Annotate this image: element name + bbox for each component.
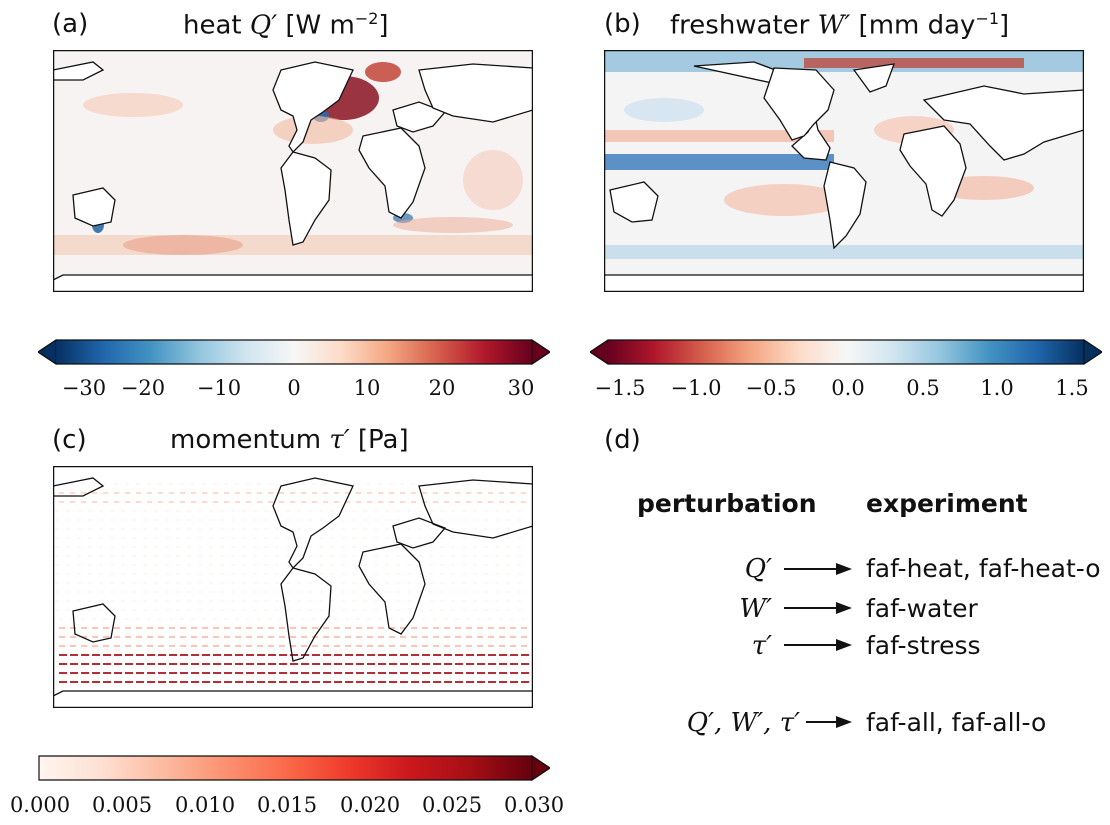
colorbar-heat-tick-5: 10 <box>353 376 381 400</box>
perturbation-stress: τ′ <box>751 631 772 661</box>
map-momentum-flux <box>53 466 533 708</box>
map-heat-flux <box>53 50 533 292</box>
panel-c-letter: (c) <box>52 425 87 455</box>
panel-b-title-unit: [mm day <box>858 10 976 41</box>
panel-b-letter: (b) <box>604 9 641 39</box>
panel-a-title-symbol: Q′ <box>249 10 278 41</box>
colorbar-freshwater-low-extend <box>590 339 609 365</box>
colorbar-heat-tick-6: 20 <box>428 376 456 400</box>
panel-a-title-unit: [W m <box>285 10 355 41</box>
colorbar-freshwater-tick-2: −1.0 <box>670 376 722 400</box>
experiment-all: faf-all, faf-all-o <box>866 708 1047 737</box>
colorbar-heat-tick-2: −20 <box>120 376 166 400</box>
colorbar-momentum-tick-7: 0.030 <box>503 793 565 817</box>
experiment-heat: faf-heat, faf-heat-o <box>866 554 1101 583</box>
colorbar-momentum-tick-4: 0.015 <box>256 793 318 817</box>
colorbar-momentum-tick-1: 0.000 <box>9 793 71 817</box>
perturbation-all: Q′, W′, τ′ <box>686 708 800 738</box>
arrow-icon <box>784 602 852 614</box>
arrow-icon <box>784 563 852 575</box>
column-header-perturbation: perturbation <box>637 489 817 518</box>
colorbar-freshwater-tick-3: −0.5 <box>745 376 797 400</box>
panel-d-letter: (d) <box>604 425 641 455</box>
colorbar-momentum-tick-2: 0.005 <box>91 793 153 817</box>
colorbar-momentum-high-extend <box>531 755 550 781</box>
panel-b-title-unit-close: ] <box>999 10 1010 41</box>
colorbar-heat-high-extend <box>531 339 550 365</box>
panel-b-title: freshwater W′ [mm day−1] <box>670 9 1009 41</box>
wind-stress-arrows <box>55 483 530 683</box>
colorbar-momentum-tick-5: 0.020 <box>339 793 401 817</box>
panel-c-title-unit-close: ] <box>398 425 409 455</box>
column-header-experiment: experiment <box>866 489 1028 518</box>
panel-c-title-symbol: τ′ <box>329 425 350 455</box>
colorbar-heat-tick-3: −10 <box>196 376 242 400</box>
colorbar-heat-tick-1: −30 <box>61 376 107 400</box>
colorbar-freshwater-high-extend <box>1083 339 1102 365</box>
colorbar-freshwater-tick-6: 1.0 <box>980 376 1014 400</box>
perturbation-heat: Q′ <box>744 554 772 584</box>
arrow-icon <box>784 639 852 651</box>
perturbation-water: W′ <box>739 594 772 624</box>
panel-b-title-prefix: freshwater <box>670 10 818 41</box>
panel-b-title-unit-exponent: −1 <box>975 9 1000 28</box>
colorbar-heat <box>38 339 550 365</box>
colorbar-heat-low-extend <box>38 339 57 365</box>
experiment-water: faf-water <box>866 594 978 623</box>
map-freshwater-flux <box>604 50 1084 292</box>
colorbar-freshwater-tick-5: 0.5 <box>906 376 940 400</box>
colorbar-freshwater-tick-1: −1.5 <box>594 376 646 400</box>
colorbar-freshwater-tick-7: 1.5 <box>1055 376 1089 400</box>
panel-a-title: heat Q′ [W m−2] <box>183 9 389 41</box>
panel-a-title-prefix: heat <box>183 10 250 41</box>
colorbar-momentum <box>38 755 550 781</box>
panel-c-title-unit: [Pa <box>357 425 399 455</box>
colorbar-heat-tick-7: 30 <box>507 376 535 400</box>
panel-a-title-unit-close: ] <box>378 10 389 41</box>
panel-c-title: momentum τ′ [Pa] <box>170 425 409 455</box>
panel-a-title-unit-exponent: −2 <box>354 9 379 28</box>
colorbar-momentum-tick-6: 0.025 <box>421 793 483 817</box>
panel-b-title-symbol: W′ <box>817 10 851 41</box>
panel-c-title-prefix: momentum <box>170 425 330 455</box>
colorbar-momentum-tick-3: 0.010 <box>174 793 236 817</box>
arrow-icon <box>806 716 852 728</box>
panel-a-letter: (a) <box>52 9 89 39</box>
colorbar-freshwater-tick-4: 0.0 <box>831 376 865 400</box>
colorbar-freshwater <box>590 339 1102 365</box>
colorbar-heat-tick-4: 0 <box>287 376 301 400</box>
experiment-stress: faf-stress <box>866 631 981 660</box>
